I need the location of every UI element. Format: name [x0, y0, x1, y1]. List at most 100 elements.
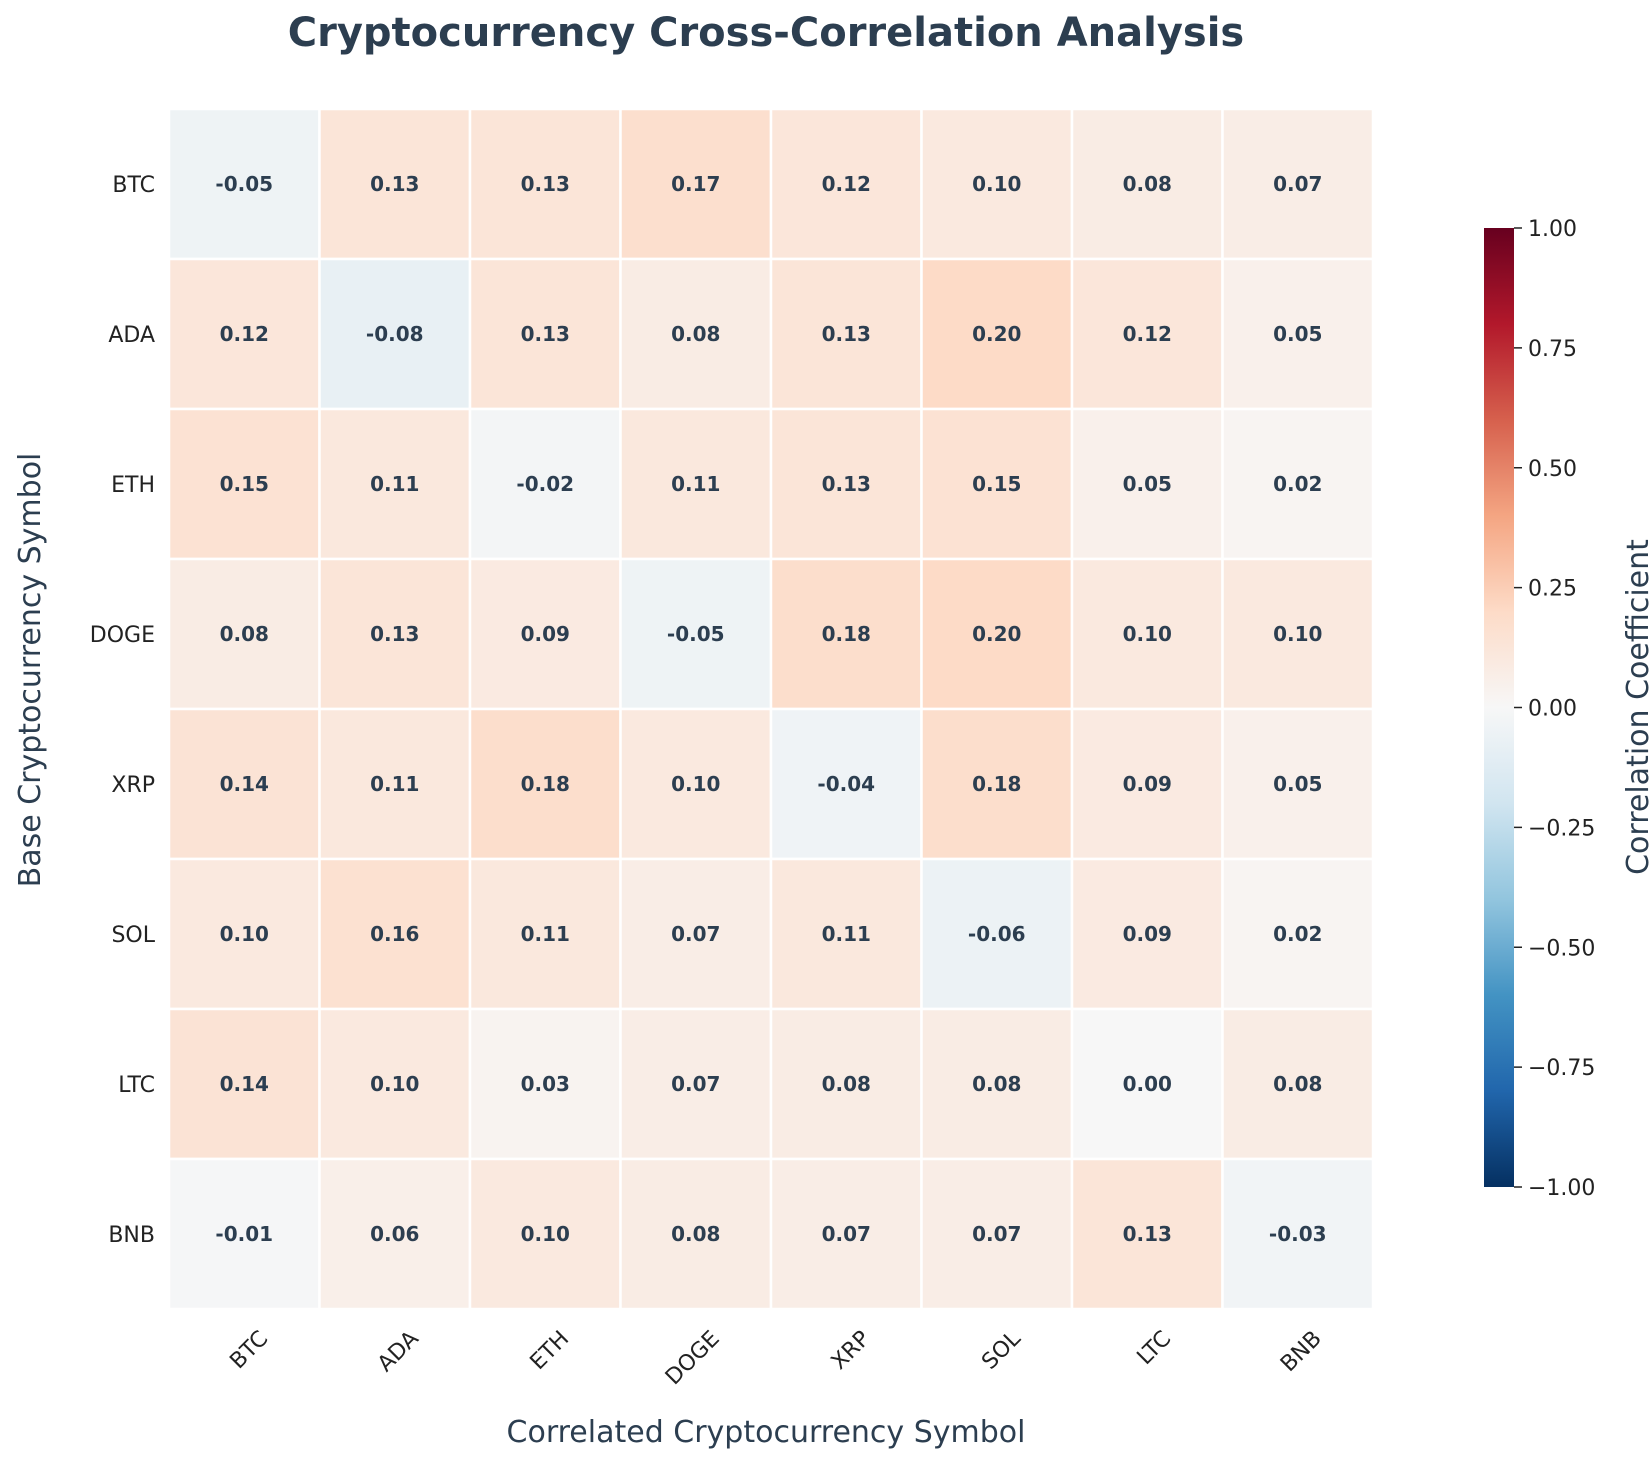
cell-value-label: 0.02	[1273, 472, 1322, 496]
heatmap-annotations: -0.05 0.13 0.13 0.17 0.12 0.10 0.08 0.07 0.12 -0.…	[215, 172, 1326, 1246]
cell-value-label: 0.03	[521, 1072, 570, 1096]
cell-value-label: 0.12	[1123, 322, 1172, 346]
y-tick-label: XRP	[111, 773, 155, 798]
cell-value-label: 0.08	[671, 322, 720, 346]
heatmap-cell	[167, 557, 321, 711]
cell-value-label: 0.13	[822, 472, 871, 496]
y-tick-label: ETH	[111, 473, 155, 498]
heatmap-cell	[769, 407, 923, 561]
colorbar-ticks: 1.00 0.75 0.50 0.25 0.00 −0.25 −0.50 −0.75 −1.00	[1514, 217, 1595, 1201]
cell-value-label: 0.09	[521, 622, 570, 646]
cell-value-label: 0.18	[822, 622, 871, 646]
heatmap-cell	[318, 407, 472, 561]
cell-value-label: 0.08	[671, 1222, 720, 1246]
cell-value-label: 0.12	[220, 322, 269, 346]
y-axis-label: Base Cryptocurrency Symbol	[13, 453, 48, 888]
x-tick-label: BTC	[225, 1326, 273, 1374]
heatmap-cell	[1070, 557, 1224, 711]
cell-value-label: 0.08	[1123, 172, 1172, 196]
cell-value-label: 0.07	[671, 922, 720, 946]
heatmap-cell	[167, 407, 321, 561]
colorbar-tick-label: −0.25	[1528, 816, 1595, 841]
heatmap-cell	[920, 1157, 1074, 1311]
heatmap-cell	[468, 857, 622, 1011]
x-axis-label: Correlated Cryptocurrency Symbol	[507, 1415, 1026, 1450]
heatmap-cell	[920, 857, 1074, 1011]
cell-value-label: 0.10	[671, 772, 720, 796]
heatmap-cell	[619, 707, 773, 861]
heatmap-cell	[167, 107, 321, 261]
x-tick-label: LTC	[1133, 1326, 1177, 1370]
cell-value-label: 0.07	[1273, 172, 1322, 196]
heatmap-cell	[318, 857, 472, 1011]
x-tick-label: XRP	[827, 1326, 876, 1375]
heatmap-cell	[619, 1157, 773, 1311]
y-tick-label: SOL	[111, 923, 155, 948]
y-tick-label: DOGE	[90, 623, 155, 648]
heatmap-cell	[468, 407, 622, 561]
cell-value-label: 0.15	[220, 472, 269, 496]
heatmap-cell	[468, 1157, 622, 1311]
heatmap-cell	[920, 107, 1074, 261]
heatmap-cell	[1221, 107, 1375, 261]
cell-value-label: 0.11	[370, 772, 419, 796]
cell-value-label: 0.08	[972, 1072, 1021, 1096]
heatmap-cell	[167, 1157, 321, 1311]
cell-value-label: 0.09	[1123, 772, 1172, 796]
cell-value-label: 0.11	[370, 472, 419, 496]
heatmap-cell	[920, 1007, 1074, 1161]
cell-value-label: 0.14	[220, 1072, 269, 1096]
colorbar-tick-label: 0.50	[1528, 457, 1577, 482]
colorbar-tick-label: 0.25	[1528, 577, 1577, 602]
cell-value-label: 0.06	[370, 1222, 419, 1246]
cell-value-label: 0.10	[1273, 622, 1322, 646]
heatmap-cell	[468, 1007, 622, 1161]
chart-title: Cryptocurrency Cross-Correlation Analysi…	[288, 10, 1245, 56]
heatmap-cell	[769, 707, 923, 861]
y-tick-label: ADA	[108, 323, 155, 348]
heatmap-cell	[619, 257, 773, 411]
cell-value-label: 0.05	[1273, 322, 1322, 346]
cell-value-label: -0.04	[817, 772, 875, 796]
cell-value-label: 0.13	[370, 172, 419, 196]
cell-value-label: 0.08	[1273, 1072, 1322, 1096]
cell-value-label: -0.08	[366, 322, 424, 346]
colorbar-tick-label: −0.50	[1528, 936, 1595, 961]
x-tick-label: SOL	[977, 1326, 1026, 1375]
cell-value-label: 0.18	[972, 772, 1021, 796]
heatmap-cell	[920, 257, 1074, 411]
cell-value-label: 0.10	[370, 1072, 419, 1096]
cell-value-label: 0.05	[1273, 772, 1322, 796]
heatmap-cell	[318, 1007, 472, 1161]
y-axis-tick-labels: BTC ADA ETH DOGE XRP SOL LTC BNB	[90, 173, 156, 1248]
colorbar-tick-label: −1.00	[1528, 1176, 1595, 1201]
heatmap-cell	[1070, 1007, 1224, 1161]
heatmap-cell	[1070, 857, 1224, 1011]
cell-value-label: 0.14	[220, 772, 269, 796]
colorbar-label: Correlation Coefficient	[1621, 539, 1652, 875]
colorbar-tick-label: 1.00	[1528, 217, 1577, 242]
heatmap-cell	[468, 557, 622, 711]
cell-value-label: 0.18	[521, 772, 570, 796]
cell-value-label: 0.20	[972, 322, 1021, 346]
cell-value-label: 0.08	[822, 1072, 871, 1096]
x-axis-tick-labels: BTC ADA ETH DOGE XRP SOL LTC BNB	[225, 1326, 1326, 1390]
cell-value-label: 0.10	[521, 1222, 570, 1246]
heatmap-cell	[619, 407, 773, 561]
cell-value-label: -0.02	[516, 472, 574, 496]
cell-value-label: 0.13	[1123, 1222, 1172, 1246]
cell-value-label: 0.17	[671, 172, 720, 196]
x-tick-label: ETH	[526, 1326, 575, 1375]
heatmap-cell	[318, 107, 472, 261]
cell-value-label: 0.07	[671, 1072, 720, 1096]
cell-value-label: -0.03	[1269, 1222, 1327, 1246]
cell-value-label: 0.11	[521, 922, 570, 946]
cell-value-label: -0.06	[968, 922, 1026, 946]
cell-value-label: 0.16	[370, 922, 419, 946]
cell-value-label: 0.09	[1123, 922, 1172, 946]
cell-value-label: -0.05	[215, 172, 273, 196]
colorbar-tick-label: −0.75	[1528, 1056, 1595, 1081]
heatmap-cells	[167, 107, 1375, 1311]
heatmap-cell	[1221, 1157, 1375, 1311]
heatmap-cell	[1221, 257, 1375, 411]
